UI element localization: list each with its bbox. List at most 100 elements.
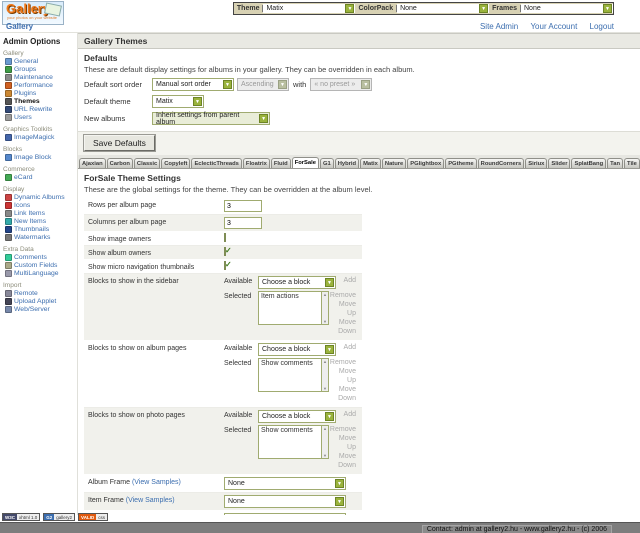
colorpack-select[interactable]: None ▼ [397,4,490,13]
sidebar-item-web-server[interactable]: Web/Server [2,306,76,314]
frames-select[interactable]: None ▼ [521,4,613,13]
tab-slider[interactable]: Slider [548,158,571,168]
sidebar-item-imagemagick[interactable]: ImageMagick [2,134,76,142]
photo-blocks-choose-select[interactable]: Choose a block ▼ [258,410,336,423]
move-down-action[interactable]: Move Down [338,319,356,335]
tab-carbon[interactable]: Carbon [106,158,133,168]
move-up-action[interactable]: Move Up [338,435,356,451]
tab-g1[interactable]: G1 [319,158,334,168]
sidebar-item-comments[interactable]: Comments [2,254,76,262]
view-samples-link[interactable]: (View Samples) [125,497,175,504]
remove-action[interactable]: Remove [329,359,356,366]
sidebar-blocks-choose-select[interactable]: Choose a block ▼ [258,276,336,289]
show-micro-nav-checkbox[interactable] [224,261,226,270]
album-blocks-listbox[interactable]: Show comments [258,358,322,392]
scroll-down-icon[interactable]: ▼ [323,319,327,324]
tab-copyleft[interactable]: Copyleft [161,158,191,168]
scroll-up-icon[interactable]: ▲ [323,359,327,364]
tab-fluid[interactable]: Fluid [270,158,291,168]
w3c-xhtml-badge[interactable]: W3C xhtml 1.0 [2,513,41,521]
columns-per-page-input[interactable] [224,217,262,229]
theme-select[interactable]: Matix ▼ [263,4,356,13]
sidebar-blocks-listbox[interactable]: Item actions [258,291,322,325]
move-up-action[interactable]: Move Up [338,301,356,317]
breadcrumb[interactable]: Gallery [6,22,34,31]
scroll-up-icon[interactable]: ▲ [323,426,327,431]
save-defaults-button[interactable]: Save Defaults [83,134,156,152]
gallery2-badge[interactable]: G2 gallery2 [43,513,76,521]
sidebar-item-image-block[interactable]: Image Block [2,154,76,162]
tab-forsale[interactable]: ForSale [291,157,319,168]
move-down-action[interactable]: Move Down [338,386,356,402]
selected-block-item[interactable]: Item actions [261,293,299,300]
valid-css-badge[interactable]: VALID css [78,513,108,521]
scroll-up-icon[interactable]: ▲ [323,292,327,297]
tab-siriux[interactable]: Siriux [525,158,548,168]
rows-per-page-input[interactable] [224,200,262,212]
preset-value: « no preset » [314,81,356,88]
sidebar-item-performance[interactable]: Performance [2,82,76,90]
sidebar-item-url-rewrite[interactable]: URL Rewrite [2,106,76,114]
tab-nature[interactable]: Nature [381,158,407,168]
photo-frame-select[interactable]: None▼ [224,513,346,515]
setting-row-show-image-owners: Show image owners [84,232,362,246]
album-blocks-choose-select[interactable]: Choose a block ▼ [258,343,336,356]
show-album-owners-checkbox[interactable] [224,247,226,256]
tab-ajaxian[interactable]: Ajaxian [79,158,106,168]
selected-block-item[interactable]: Show comments [261,360,313,367]
sidebar-item-groups[interactable]: Groups [2,66,76,74]
tab-hybrid[interactable]: Hybrid [334,158,360,168]
your-account-link[interactable]: Your Account [530,22,578,31]
sidebar-item-general[interactable]: General [2,58,76,66]
sidebar-item-thumbnails[interactable]: Thumbnails [2,226,76,234]
item-frame-select[interactable]: None ▼ [224,495,346,508]
sidebar-item-new-items[interactable]: New Items [2,218,76,226]
view-samples-link[interactable]: (View Samples) [131,479,181,486]
remove-action[interactable]: Remove [329,426,356,433]
tab-tile[interactable]: Tile [624,158,640,168]
listbox-scrollbar[interactable]: ▲ ▼ [322,358,329,392]
photo-blocks-listbox[interactable]: Show comments [258,425,322,459]
listbox-scrollbar[interactable]: ▲ ▼ [322,425,329,459]
tab-pgtheme[interactable]: PGtheme [445,158,477,168]
sidebar-item-users[interactable]: Users [2,114,76,122]
sidebar-item-ecard[interactable]: eCard [2,174,76,182]
add-action[interactable]: Add [343,277,356,284]
add-action[interactable]: Add [343,411,356,418]
sidebar-item-themes[interactable]: Themes [2,98,76,106]
listbox-scrollbar[interactable]: ▲ ▼ [322,291,329,325]
tab-roundcorners[interactable]: RoundCorners [477,158,525,168]
tab-tan[interactable]: Tan [607,158,624,168]
site-admin-link[interactable]: Site Admin [479,22,519,31]
album-frame-select[interactable]: None ▼ [224,477,346,490]
sidebar-item-watermarks[interactable]: Watermarks [2,234,76,242]
sidebar-item-dynamic-albums[interactable]: Dynamic Albums [2,194,76,202]
sidebar-item-remote[interactable]: Remote [2,290,76,298]
sidebar-item-plugins[interactable]: Plugins [2,90,76,98]
scroll-down-icon[interactable]: ▼ [323,386,327,391]
sidebar-item-maintenance[interactable]: Maintenance [2,74,76,82]
tab-floatrix[interactable]: Floatrix [242,158,270,168]
sort-order-select[interactable]: Manual sort order ▼ [152,78,234,91]
tab-splatbang[interactable]: SplatBang [571,158,607,168]
move-up-action[interactable]: Move Up [338,368,356,384]
tab-matix[interactable]: Matix [360,158,381,168]
gallery-logo[interactable]: Gallery your photos on your website [2,1,64,25]
logout-link[interactable]: Logout [589,22,614,31]
scroll-down-icon[interactable]: ▼ [323,453,327,458]
move-down-action[interactable]: Move Down [338,453,356,469]
default-theme-select[interactable]: Matix ▼ [152,95,204,108]
sidebar-item-icons[interactable]: Icons [2,202,76,210]
sidebar-item-multilanguage[interactable]: MultiLanguage [2,270,76,278]
new-albums-select[interactable]: Inherit settings from parent album ▼ [152,112,270,126]
show-image-owners-checkbox[interactable] [224,233,226,242]
sidebar-item-link-items[interactable]: Link Items [2,210,76,218]
selected-block-item[interactable]: Show comments [261,427,313,434]
add-action[interactable]: Add [343,344,356,351]
tab-eclecticthreads[interactable]: EclecticThreads [191,158,242,168]
sidebar-item-custom-fields[interactable]: Custom Fields [2,262,76,270]
tab-pglightbox[interactable]: PGlightbox [407,158,445,168]
remove-action[interactable]: Remove [329,292,356,299]
sidebar-item-upload-applet[interactable]: Upload Applet [2,298,76,306]
tab-classic[interactable]: Classic [133,158,161,168]
